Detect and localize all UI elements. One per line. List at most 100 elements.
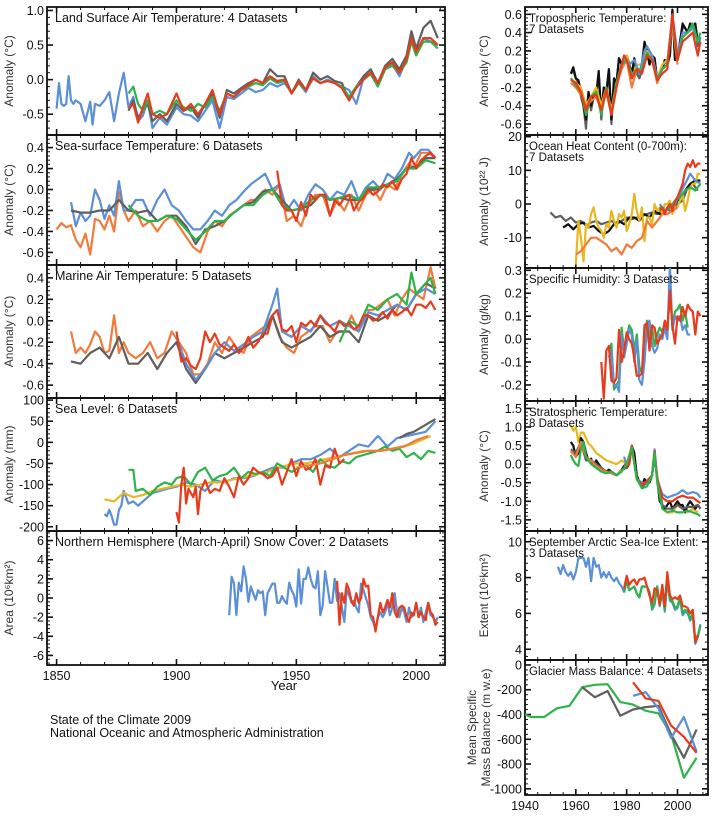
y-tick-label: -0.6 bbox=[22, 246, 44, 260]
panel-title: Glacier Mass Balance: 4 Datasets bbox=[529, 666, 702, 678]
y-tick-label: 1.5 bbox=[505, 402, 522, 416]
y-axis-label: Anomaly (°C) bbox=[477, 35, 491, 106]
y-tick-label: 0.1 bbox=[505, 310, 522, 324]
y-tick-label: -2 bbox=[33, 611, 44, 625]
y-tick-label: -1.5 bbox=[500, 513, 522, 527]
panel-title: Tropospheric Temperature: bbox=[529, 13, 666, 25]
panel-title: Marine Air Temperature: 5 Datasets bbox=[55, 269, 251, 283]
panel-frame bbox=[524, 659, 709, 796]
y-tick-label: 4 bbox=[37, 553, 44, 567]
y-tick-label: 0 bbox=[515, 198, 522, 212]
y-tick-label: 0.0 bbox=[27, 183, 44, 197]
panel-glacier-mass-balance: 0 -200 -400 -600 -800 -1000 Mean Specific Mass … bbox=[465, 658, 709, 813]
panel-specific-humidity: 0.3 0.2 0.1 0.0 -0.1 -0.2 Anomaly (g/kg) Specif… bbox=[477, 264, 709, 402]
y-tick-label: -0.5 bbox=[500, 476, 522, 490]
series-line-gray bbox=[127, 19, 439, 123]
panel-title: 7 Datasets bbox=[529, 152, 584, 164]
panel-title: Northern Hemisphere (March-April) Snow C… bbox=[55, 535, 388, 549]
y-tick-label: -0.6 bbox=[500, 118, 522, 132]
y-tick-label: -400 bbox=[497, 708, 522, 722]
panel-title: Sea-surface Temperature: 6 Datasets bbox=[55, 139, 263, 153]
y-tick-label: -0.2 bbox=[22, 204, 44, 218]
series-line-blue bbox=[632, 691, 698, 753]
y-axis-label: Extent (10⁶km²) bbox=[477, 554, 491, 638]
y-tick-label: 100 bbox=[23, 394, 44, 408]
y-tick-label: 0.4 bbox=[505, 26, 522, 40]
y-tick-label: 0.2 bbox=[27, 293, 44, 307]
y-tick-label: -100 bbox=[19, 478, 44, 492]
series-line-blue bbox=[103, 420, 437, 526]
y-tick-label: 0.3 bbox=[505, 264, 522, 278]
panel-title: Specific Humidity: 3 Datasets bbox=[529, 274, 679, 286]
y-tick-label: -200 bbox=[497, 683, 522, 697]
series-line-orange bbox=[296, 434, 429, 469]
series-line-gray bbox=[70, 157, 436, 246]
y-axis-label: Mass Balance (m w.e) bbox=[479, 668, 493, 786]
y-tick-label: 0.4 bbox=[27, 141, 44, 155]
y-tick-label: 0.6 bbox=[505, 8, 522, 22]
y-tick-label: -0.1 bbox=[500, 356, 522, 370]
credit-line-2: National Oceanic and Atmospheric Adminis… bbox=[50, 726, 324, 740]
series-line-yellow bbox=[574, 172, 701, 265]
y-tick-label: 0 bbox=[37, 436, 44, 450]
x-tick-label: 1850 bbox=[43, 669, 71, 683]
panel-frame bbox=[46, 134, 446, 266]
y-tick-label: 0.0 bbox=[27, 314, 44, 328]
series-line-green bbox=[338, 271, 437, 343]
y-tick-label: 0.5 bbox=[27, 39, 44, 53]
y-tick-label: -6 bbox=[33, 649, 44, 663]
y-tick-label: 0 bbox=[515, 658, 522, 672]
series-line-orange bbox=[575, 206, 679, 256]
series-line-red bbox=[127, 36, 439, 124]
panel-title: 7 Datasets bbox=[529, 24, 584, 36]
series-line-red bbox=[600, 289, 702, 400]
panel-title: 3 Datasets bbox=[529, 548, 584, 560]
y-tick-label: 0.0 bbox=[505, 63, 522, 77]
x-tick-label: 1940 bbox=[511, 799, 539, 813]
y-axis-label: Anomaly (g/kg) bbox=[477, 294, 491, 375]
y-axis-label: Anomaly (10²² J) bbox=[477, 157, 491, 246]
y-tick-label: -50 bbox=[26, 457, 44, 471]
series-line-blue bbox=[228, 565, 439, 630]
y-tick-label: -0.6 bbox=[22, 379, 44, 393]
y-tick-label: 0.0 bbox=[27, 73, 44, 87]
panel-title: Ocean Heat Content (0-700m): bbox=[529, 141, 687, 153]
y-tick-label: 0.5 bbox=[505, 439, 522, 453]
credit-block: State of the Climate 2009 National Ocean… bbox=[50, 714, 324, 740]
panel-frame bbox=[46, 530, 446, 666]
y-axis-label: Mean Specific bbox=[465, 690, 479, 765]
y-tick-label: 20 bbox=[508, 130, 522, 144]
y-tick-label: 4 bbox=[515, 643, 522, 657]
y-tick-label: 0 bbox=[37, 592, 44, 606]
y-tick-label: -0.5 bbox=[22, 108, 44, 122]
panel-frame bbox=[524, 267, 709, 402]
y-tick-label: 10 bbox=[508, 535, 522, 549]
x-tick-label: 1960 bbox=[562, 799, 590, 813]
panel-frame bbox=[46, 264, 446, 399]
credit-line-1: State of the Climate 2009 bbox=[50, 713, 192, 727]
y-tick-label: -10 bbox=[504, 231, 522, 245]
panel-northern-hemisphere-snow-cover: 6 4 2 0 -2 -4 -6 Area (10⁶km²) Northern Hemisphe… bbox=[2, 530, 446, 693]
y-tick-label: 2 bbox=[37, 572, 44, 586]
y-tick-label: 0.2 bbox=[505, 44, 522, 58]
series-line-red bbox=[570, 13, 702, 117]
panel-frame bbox=[46, 397, 446, 532]
y-tick-label: 8 bbox=[515, 571, 522, 585]
x-tick-label: 1980 bbox=[613, 799, 641, 813]
panel-title: Land Surface Air Temperature: 4 Datasets bbox=[55, 11, 288, 25]
y-tick-label: -150 bbox=[19, 499, 44, 513]
y-tick-label: -0.4 bbox=[22, 225, 44, 239]
panel-tropospheric-temperature: 0.6 0.4 0.2 0.0 -0.2 -0.4 -0.6 Anomaly (°C) Trop… bbox=[477, 6, 709, 136]
y-tick-label: -0.2 bbox=[500, 378, 522, 392]
y-axis-label: Anomaly (mm) bbox=[2, 425, 16, 503]
x-tick-label: 2000 bbox=[402, 669, 430, 683]
y-tick-label: 0.2 bbox=[27, 162, 44, 176]
x-tick-label: 2000 bbox=[664, 799, 692, 813]
series-line-blue bbox=[69, 148, 437, 231]
series-line-green bbox=[127, 40, 439, 116]
series-line-gray bbox=[581, 686, 698, 759]
y-axis-label: Anomaly (°C) bbox=[477, 430, 491, 501]
series-line-red bbox=[658, 159, 701, 216]
panel-title: 8 Datasets bbox=[529, 418, 584, 430]
